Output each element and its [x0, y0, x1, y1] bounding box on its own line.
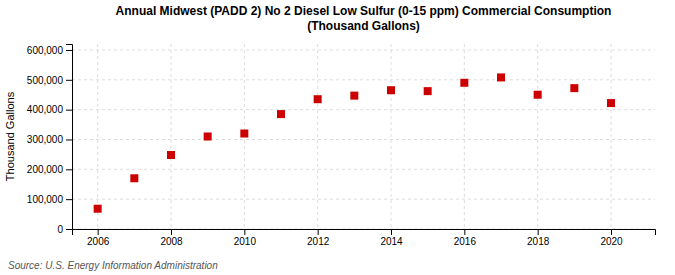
- title-line: Annual Midwest (PADD 2) No 2 Diesel Low …: [116, 4, 612, 18]
- x-tick-label: 2018: [527, 236, 550, 247]
- y-tick-mark: [66, 229, 72, 230]
- y-tick: 100,000: [27, 194, 72, 205]
- grid-line-y: [72, 139, 655, 140]
- y-axis-title: Thousand Gallons: [4, 91, 16, 181]
- y-tick-mark: [66, 50, 72, 51]
- y-tick-mark: [66, 199, 72, 200]
- grid-line-y: [72, 109, 655, 110]
- y-tick: 600,000: [27, 45, 72, 56]
- grid-line-y: [72, 199, 655, 200]
- x-tick-label: 2014: [380, 236, 403, 247]
- x-tick-mark: [391, 229, 392, 235]
- y-tick: 0: [57, 224, 72, 235]
- point: [607, 99, 615, 107]
- x-tick: 2006: [87, 229, 110, 247]
- x-tick-label: 2012: [307, 236, 330, 247]
- x-tick: 2018: [527, 229, 550, 247]
- x-tick-mark: [464, 229, 465, 235]
- grid-line-x: [391, 44, 392, 229]
- y-tick-mark: [66, 139, 72, 140]
- point: [460, 79, 468, 87]
- source: Source: U.S. Energy Information Administ…: [8, 260, 218, 271]
- grid-line-x: [97, 44, 98, 229]
- grid-line-y: [72, 49, 655, 50]
- grid-line-x: [611, 44, 612, 229]
- x-tick-mark: [318, 229, 319, 235]
- y-axis: 0 100,000 200,000 300,000 400,000 500,000 600,…: [27, 45, 73, 235]
- x-tick-mark: [171, 229, 172, 235]
- y-tick: 400,000: [27, 104, 72, 115]
- grid-line-y: [72, 169, 655, 170]
- x-tick: 2016: [454, 229, 477, 247]
- point: [204, 133, 212, 141]
- plot: 2006 2008 2010 2012 2014 2016 2018 2020 0 100,000…: [27, 44, 656, 247]
- y-tick: 500,000: [27, 75, 72, 86]
- y-tick-label: 500,000: [27, 75, 64, 86]
- point: [497, 73, 505, 81]
- x-tick-mark: [244, 229, 245, 235]
- title: Annual Midwest (PADD 2) No 2 Diesel Low …: [116, 4, 612, 33]
- x-tick-mark: [611, 229, 612, 235]
- grid-line-x: [537, 44, 538, 229]
- x-tick: 2020: [600, 229, 623, 247]
- point: [387, 86, 395, 94]
- y-axis-line: [66, 45, 73, 230]
- points: [94, 73, 615, 212]
- x-tick: 2012: [307, 229, 330, 247]
- x-tick-label: 2016: [454, 236, 477, 247]
- x-tick-mark: [98, 229, 99, 235]
- point: [424, 87, 432, 95]
- y-tick: 300,000: [27, 134, 72, 145]
- y-tick-label: 600,000: [27, 45, 64, 56]
- grid-line-x: [171, 44, 172, 229]
- y-tick-label: 400,000: [27, 104, 64, 115]
- point: [240, 130, 248, 138]
- y-tick-label: 0: [57, 224, 63, 235]
- point: [130, 174, 138, 182]
- y-tick-mark: [66, 80, 72, 81]
- x-tick-mark: [538, 229, 539, 235]
- x-tick: 2010: [234, 229, 257, 247]
- point: [277, 110, 285, 118]
- x-tick-label: 2010: [234, 236, 257, 247]
- x-tick-label: 2006: [87, 236, 110, 247]
- y-tick-label: 300,000: [27, 134, 64, 145]
- grid: [72, 44, 655, 229]
- x-tick-label: 2008: [160, 236, 183, 247]
- y-tick-mark: [66, 169, 72, 170]
- grid-line-x: [464, 44, 465, 229]
- grid-line-y: [72, 79, 655, 80]
- x-tick: 2008: [160, 229, 183, 247]
- point: [534, 91, 542, 99]
- chart-svg: 2006 2008 2010 2012 2014 2016 2018 2020 0 100,000…: [0, 0, 675, 275]
- point: [167, 151, 175, 159]
- point: [570, 84, 578, 92]
- grid-line-x: [317, 44, 318, 229]
- y-tick-label: 100,000: [27, 194, 64, 205]
- title-line: (Thousand Gallons): [307, 19, 420, 33]
- x-axis: 2006 2008 2010 2012 2014 2016 2018 2020: [73, 229, 656, 247]
- point: [350, 92, 358, 100]
- point: [314, 95, 322, 103]
- x-axis-line: [73, 230, 656, 236]
- point: [94, 205, 102, 213]
- y-tick: 200,000: [27, 164, 72, 175]
- y-tick-label: 200,000: [27, 164, 64, 175]
- chart-container: 2006 2008 2010 2012 2014 2016 2018 2020 0 100,000…: [0, 0, 675, 275]
- x-tick: 2014: [380, 229, 403, 247]
- y-tick-mark: [66, 110, 72, 111]
- x-tick-label: 2020: [600, 236, 623, 247]
